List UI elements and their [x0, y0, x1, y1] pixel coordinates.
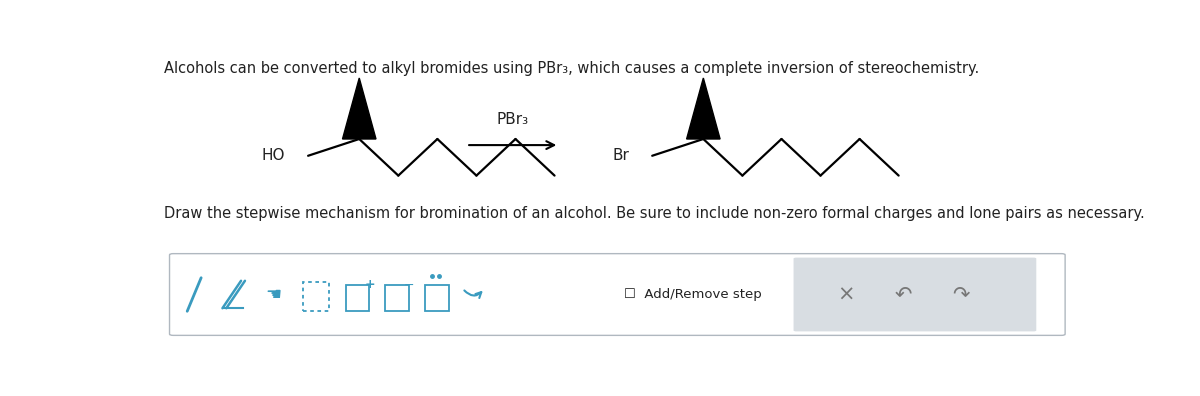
Text: ↷: ↷ — [953, 284, 970, 305]
Text: ☚: ☚ — [265, 286, 282, 303]
Text: ☐  Add/Remove step: ☐ Add/Remove step — [624, 288, 762, 301]
Bar — [385, 286, 408, 311]
Text: ×: × — [836, 284, 854, 305]
FancyBboxPatch shape — [169, 254, 1066, 335]
Bar — [347, 286, 370, 311]
Polygon shape — [686, 78, 720, 139]
Text: +: + — [364, 278, 374, 291]
Text: Alcohols can be converted to alkyl bromides using PBr₃, which causes a complete : Alcohols can be converted to alkyl bromi… — [164, 61, 979, 76]
Text: Draw the stepwise mechanism for bromination of an alcohol. Be sure to include no: Draw the stepwise mechanism for brominat… — [164, 206, 1145, 221]
Bar — [304, 282, 330, 311]
Bar — [425, 286, 449, 311]
Text: HO: HO — [262, 148, 284, 163]
Text: −: − — [403, 279, 414, 291]
Polygon shape — [342, 78, 376, 139]
Text: PBr₃: PBr₃ — [497, 112, 529, 127]
FancyBboxPatch shape — [793, 258, 1037, 331]
FancyArrowPatch shape — [464, 290, 481, 298]
Text: Br: Br — [612, 148, 629, 163]
Text: ↶: ↶ — [894, 284, 912, 305]
